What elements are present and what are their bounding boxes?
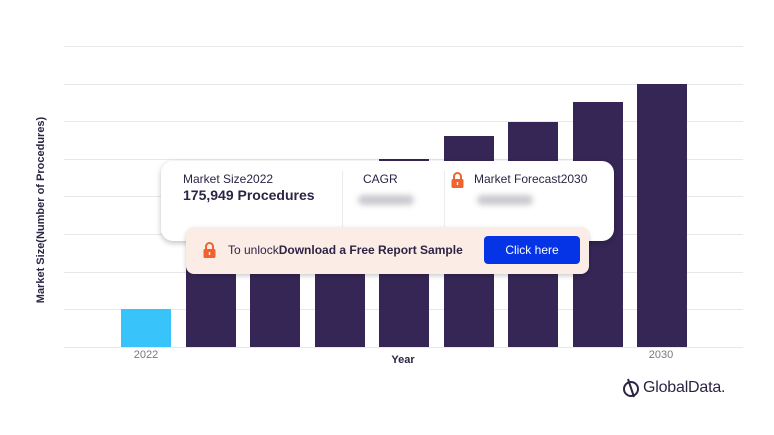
x-tick-2030: 2030: [648, 349, 674, 361]
globaldata-logo-text: GlobalData.: [643, 379, 726, 396]
unlock-prefix: To unlock: [228, 243, 279, 257]
market-size-label-text: Market Size: [183, 172, 247, 186]
unlock-text: To unlockDownload a Free Report Sample: [228, 243, 463, 257]
x-axis-baseline: [64, 347, 743, 348]
forecast-label-text: Market Forecast: [474, 172, 561, 186]
market-size-year: 2022: [246, 172, 274, 186]
click-here-button[interactable]: Click here: [484, 236, 580, 264]
bar-2022: [121, 309, 171, 347]
cagr-value-blurred: [358, 195, 414, 205]
card-divider: [342, 171, 343, 231]
gridline: [64, 84, 743, 85]
cagr-label: CAGR: [363, 172, 398, 186]
unlock-banner: To unlockDownload a Free Report Sample C…: [186, 227, 589, 274]
gridline: [64, 46, 743, 47]
x-axis-title: Year: [391, 354, 415, 366]
x-tick-2022: 2022: [133, 349, 159, 361]
forecast-value-blurred: [477, 195, 533, 205]
download-sample-link[interactable]: Download a Free Report Sample: [278, 243, 463, 257]
forecast-year: 2030: [560, 172, 588, 186]
gridline: [64, 121, 743, 122]
market-size-value: 175,949 Procedures: [183, 187, 315, 203]
forecast-label: Market Forecast2030: [474, 172, 587, 186]
lock-icon: [451, 172, 464, 188]
bar-2030: [637, 84, 687, 347]
y-axis-title: Market Size(Number of Procedures): [35, 116, 47, 304]
globaldata-logo: GlobalData.: [622, 378, 725, 398]
market-size-label: Market Size2022: [183, 172, 273, 186]
lock-icon: [203, 242, 216, 258]
card-divider: [444, 171, 445, 231]
globaldata-logo-icon: [623, 378, 639, 398]
